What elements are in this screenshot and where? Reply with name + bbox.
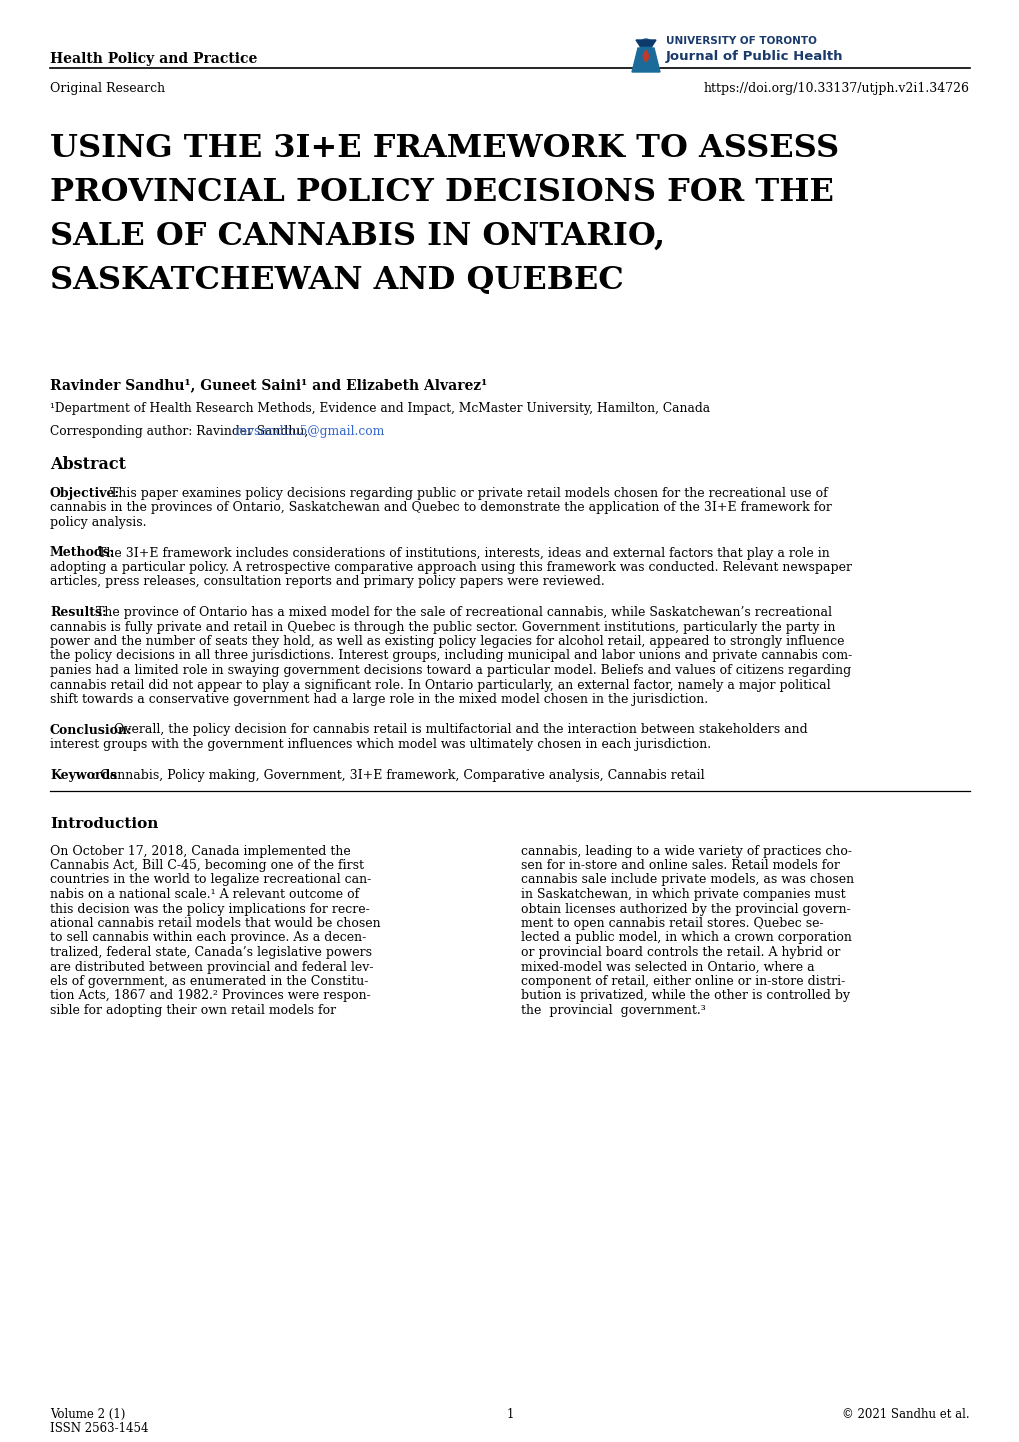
Text: https://doi.org/10.33137/utjph.v2i1.34726: https://doi.org/10.33137/utjph.v2i1.3472… xyxy=(703,82,969,95)
Text: On October 17, 2018, Canada implemented the: On October 17, 2018, Canada implemented … xyxy=(50,845,351,858)
Text: Journal of Public Health: Journal of Public Health xyxy=(665,50,843,63)
Text: Introduction: Introduction xyxy=(50,816,158,831)
Text: ISSN 2563-1454: ISSN 2563-1454 xyxy=(50,1422,149,1435)
Text: sen for in-store and online sales. Retail models for: sen for in-store and online sales. Retai… xyxy=(521,859,839,872)
Text: Abstract: Abstract xyxy=(50,456,126,473)
Text: mixed-model was selected in Ontario, where a: mixed-model was selected in Ontario, whe… xyxy=(521,960,814,973)
Text: Ravinder Sandhu¹, Guneet Saini¹ and Elizabeth Alvarez¹: Ravinder Sandhu¹, Guneet Saini¹ and Eliz… xyxy=(50,378,487,392)
Text: bution is privatized, while the other is controlled by: bution is privatized, while the other is… xyxy=(521,989,849,1002)
Text: ravsandhu5@gmail.com: ravsandhu5@gmail.com xyxy=(233,425,384,438)
Text: obtain licenses authorized by the provincial govern-: obtain licenses authorized by the provin… xyxy=(521,903,850,916)
Text: nabis on a national scale.¹ A relevant outcome of: nabis on a national scale.¹ A relevant o… xyxy=(50,888,359,901)
Text: tion Acts, 1867 and 1982.² Provinces were respon-: tion Acts, 1867 and 1982.² Provinces wer… xyxy=(50,989,370,1002)
Text: : Cannabis, Policy making, Government, 3I+E framework, Comparative analysis, Can: : Cannabis, Policy making, Government, 3… xyxy=(92,769,704,782)
Text: © 2021 Sandhu et al.: © 2021 Sandhu et al. xyxy=(842,1407,969,1420)
Text: els of government, as enumerated in the Constitu-: els of government, as enumerated in the … xyxy=(50,975,368,988)
Text: Health Policy and Practice: Health Policy and Practice xyxy=(50,52,257,66)
Text: lected a public model, in which a crown corporation: lected a public model, in which a crown … xyxy=(521,932,851,945)
Text: Overall, the policy decision for cannabis retail is multifactorial and the inter: Overall, the policy decision for cannabi… xyxy=(110,724,807,737)
Text: sible for adopting their own retail models for: sible for adopting their own retail mode… xyxy=(50,1004,336,1017)
Text: cannabis, leading to a wide variety of practices cho-: cannabis, leading to a wide variety of p… xyxy=(521,845,851,858)
Text: SASKATCHEWAN AND QUEBEC: SASKATCHEWAN AND QUEBEC xyxy=(50,265,624,296)
Text: to sell cannabis within each province. As a decen-: to sell cannabis within each province. A… xyxy=(50,932,366,945)
Circle shape xyxy=(639,39,651,50)
Text: Corresponding author: Ravinder Sandhu,: Corresponding author: Ravinder Sandhu, xyxy=(50,425,312,438)
Text: ¹Department of Health Research Methods, Evidence and Impact, McMaster University: ¹Department of Health Research Methods, … xyxy=(50,402,709,415)
Text: PROVINCIAL POLICY DECISIONS FOR THE: PROVINCIAL POLICY DECISIONS FOR THE xyxy=(50,177,834,208)
Text: tralized, federal state, Canada’s legislative powers: tralized, federal state, Canada’s legisl… xyxy=(50,946,372,959)
Text: The province of Ontario has a mixed model for the sale of recreational cannabis,: The province of Ontario has a mixed mode… xyxy=(92,606,832,619)
Polygon shape xyxy=(642,50,648,61)
Text: policy analysis.: policy analysis. xyxy=(50,516,147,529)
Text: or provincial board controls the retail. A hybrid or: or provincial board controls the retail.… xyxy=(521,946,840,959)
Text: articles, press releases, consultation reports and primary policy papers were re: articles, press releases, consultation r… xyxy=(50,575,604,588)
Text: Results:: Results: xyxy=(50,606,107,619)
Text: Keywords: Keywords xyxy=(50,769,117,782)
Text: Methods:: Methods: xyxy=(50,547,115,559)
Text: component of retail, either online or in-store distri-: component of retail, either online or in… xyxy=(521,975,845,988)
Text: USING THE 3I+E FRAMEWORK TO ASSESS: USING THE 3I+E FRAMEWORK TO ASSESS xyxy=(50,133,839,164)
Text: are distributed between provincial and federal lev-: are distributed between provincial and f… xyxy=(50,960,373,973)
Text: shift towards a conservative government had a large role in the mixed model chos: shift towards a conservative government … xyxy=(50,694,707,707)
Polygon shape xyxy=(632,48,659,72)
Text: Cannabis Act, Bill C-45, becoming one of the first: Cannabis Act, Bill C-45, becoming one of… xyxy=(50,859,364,872)
Text: adopting a particular policy. A retrospective comparative approach using this fr: adopting a particular policy. A retrospe… xyxy=(50,561,851,574)
Text: cannabis is fully private and retail in Quebec is through the public sector. Gov: cannabis is fully private and retail in … xyxy=(50,620,835,633)
Text: The 3I+E framework includes considerations of institutions, interests, ideas and: The 3I+E framework includes consideratio… xyxy=(94,547,828,559)
Polygon shape xyxy=(636,40,655,46)
Text: Volume 2 (1): Volume 2 (1) xyxy=(50,1407,125,1420)
Text: in Saskatchewan, in which private companies must: in Saskatchewan, in which private compan… xyxy=(521,888,845,901)
Text: countries in the world to legalize recreational can-: countries in the world to legalize recre… xyxy=(50,874,371,887)
Text: cannabis in the provinces of Ontario, Saskatchewan and Quebec to demonstrate the: cannabis in the provinces of Ontario, Sa… xyxy=(50,502,832,515)
Text: Objective:: Objective: xyxy=(50,487,120,500)
Text: interest groups with the government influences which model was ultimately chosen: interest groups with the government infl… xyxy=(50,738,710,751)
Text: cannabis sale include private models, as was chosen: cannabis sale include private models, as… xyxy=(521,874,853,887)
Text: SALE OF CANNABIS IN ONTARIO,: SALE OF CANNABIS IN ONTARIO, xyxy=(50,221,664,252)
Text: panies had a limited role in swaying government decisions toward a particular mo: panies had a limited role in swaying gov… xyxy=(50,663,851,676)
Text: UNIVERSITY OF TORONTO: UNIVERSITY OF TORONTO xyxy=(665,36,816,46)
Text: power and the number of seats they hold, as well as existing policy legacies for: power and the number of seats they hold,… xyxy=(50,634,844,647)
Text: Original Research: Original Research xyxy=(50,82,165,95)
Text: the  provincial  government.³: the provincial government.³ xyxy=(521,1004,705,1017)
Text: Conclusion:: Conclusion: xyxy=(50,724,132,737)
Text: This paper examines policy decisions regarding public or private retail models c: This paper examines policy decisions reg… xyxy=(106,487,827,500)
Text: ational cannabis retail models that would be chosen: ational cannabis retail models that woul… xyxy=(50,917,380,930)
Text: this decision was the policy implications for recre-: this decision was the policy implication… xyxy=(50,903,370,916)
Text: ment to open cannabis retail stores. Quebec se-: ment to open cannabis retail stores. Que… xyxy=(521,917,822,930)
Text: the policy decisions in all three jurisdictions. Interest groups, including muni: the policy decisions in all three jurisd… xyxy=(50,649,852,662)
Text: cannabis retail did not appear to play a significant role. In Ontario particular: cannabis retail did not appear to play a… xyxy=(50,679,829,692)
Text: 1: 1 xyxy=(505,1407,514,1420)
